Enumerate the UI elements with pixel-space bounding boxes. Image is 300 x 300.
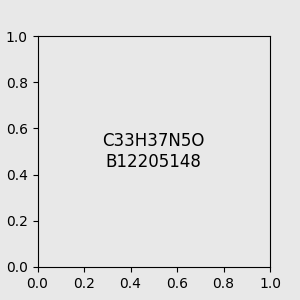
Text: C33H37N5O
B12205148: C33H37N5O B12205148: [103, 132, 205, 171]
